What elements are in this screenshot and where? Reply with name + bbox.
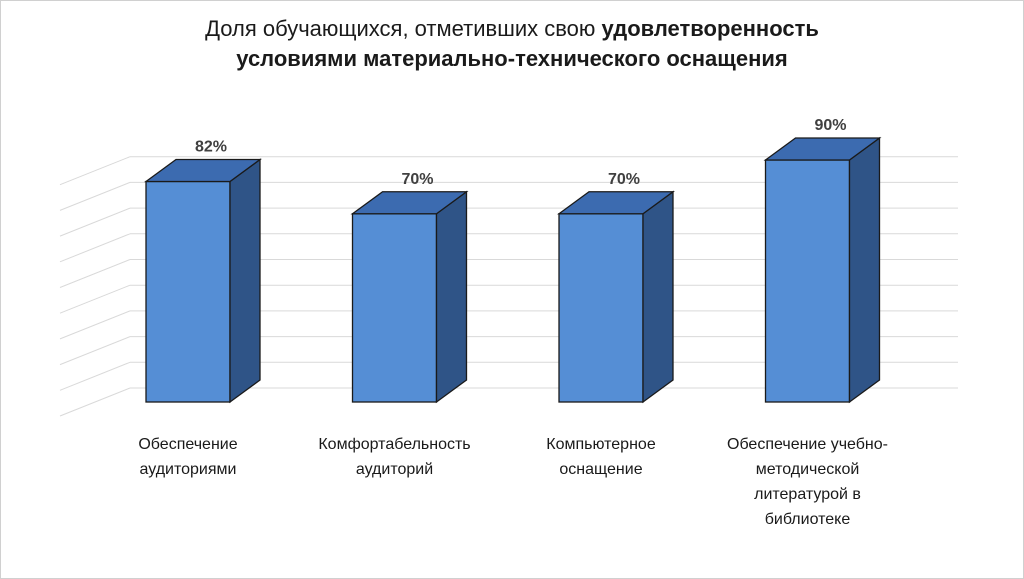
gridline-wall <box>59 284 131 314</box>
data-label: 70% <box>401 171 433 188</box>
category-label-line: методической <box>755 461 860 478</box>
bar-side <box>229 158 261 404</box>
chart-bars <box>144 136 882 404</box>
bar-top <box>763 137 882 161</box>
category-label: Обеспечение учебно-методической литератур… <box>708 432 908 532</box>
gridline-wall <box>59 156 131 186</box>
bar-top <box>350 191 469 215</box>
bar-top <box>557 191 675 215</box>
chart-data-labels: 82% 70% 70% 90% <box>195 117 847 188</box>
gridline-wall <box>59 336 131 366</box>
gridline-wall <box>59 387 131 417</box>
category-label-line: аудиторий <box>355 461 434 478</box>
category-label-line: Компьютерное <box>546 436 656 453</box>
bar-front <box>145 180 231 403</box>
bar-front <box>558 213 644 403</box>
category-label-line: Комфортабельность <box>318 436 471 453</box>
bar-side <box>848 136 881 404</box>
title-regular-text: Доля обучающихся, отметивших свою <box>205 16 602 41</box>
category-label-line: библиотеке <box>764 511 851 528</box>
chart-title: Доля обучающихся, отметивших свою удовле… <box>0 14 1024 74</box>
data-label: 82% <box>195 139 227 156</box>
category-label: Компьютерное оснащение <box>501 432 701 482</box>
bar-front <box>764 159 851 403</box>
category-label: Обеспечение аудиториями <box>88 432 288 482</box>
title-bold-text: удовлетворенность <box>601 16 819 41</box>
bar-side <box>642 190 674 404</box>
chart-title-line-1: Доля обучающихся, отметивших свою удовле… <box>0 14 1024 44</box>
category-label-line: аудиториями <box>139 461 237 478</box>
gridline-wall <box>59 207 131 237</box>
category-label-line: литературой в <box>754 486 861 503</box>
gridline-wall <box>59 361 131 391</box>
bar <box>350 190 469 404</box>
gridline-wall <box>59 310 131 340</box>
gridline-wall <box>59 259 131 288</box>
data-label: 90% <box>814 117 846 134</box>
bar-top <box>144 158 262 183</box>
category-label: Комфортабельность аудиторий <box>295 432 495 482</box>
bar-front <box>351 213 438 403</box>
gridline-wall <box>59 181 131 211</box>
category-label-line: Обеспечение учебно- <box>727 436 888 453</box>
bar-side <box>435 190 468 404</box>
chart-title-line-2: условиями материально-технического оснащ… <box>236 46 788 71</box>
gridline-wall <box>59 233 131 263</box>
data-label: 70% <box>608 171 640 188</box>
category-label-line: оснащение <box>559 461 643 478</box>
bar <box>557 190 675 404</box>
bar <box>763 136 882 404</box>
category-label-line: Обеспечение <box>138 436 238 453</box>
bar <box>144 158 262 404</box>
